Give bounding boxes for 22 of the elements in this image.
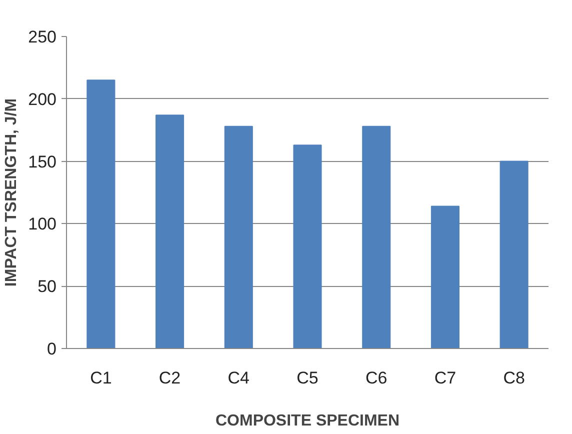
bar (362, 126, 391, 348)
y-axis-title: IMPACT TSRENGTH, J/M (3, 98, 20, 287)
x-tick-label: C4 (228, 368, 250, 388)
bar (293, 144, 322, 348)
bar (224, 126, 253, 348)
x-tick-label: C6 (365, 368, 388, 388)
y-tick-label: 200 (28, 90, 57, 109)
y-tick-label: 100 (28, 214, 57, 234)
x-tick-label: C2 (158, 368, 181, 388)
x-axis-title: COMPOSITE SPECIMEN (215, 412, 400, 430)
bar (156, 114, 184, 348)
y-tick-label: 150 (28, 152, 57, 172)
bar (430, 206, 460, 348)
x-tick-label: C5 (296, 368, 318, 388)
x-tick-label: C8 (503, 368, 525, 388)
y-tick-label: 50 (38, 277, 57, 296)
x-tick-label: C7 (434, 368, 456, 388)
y-tick-label: 250 (28, 28, 57, 46)
x-tick-label: C1 (90, 368, 112, 388)
bar (500, 160, 528, 348)
bar (86, 80, 116, 348)
y-tick-label: 0 (47, 340, 57, 358)
